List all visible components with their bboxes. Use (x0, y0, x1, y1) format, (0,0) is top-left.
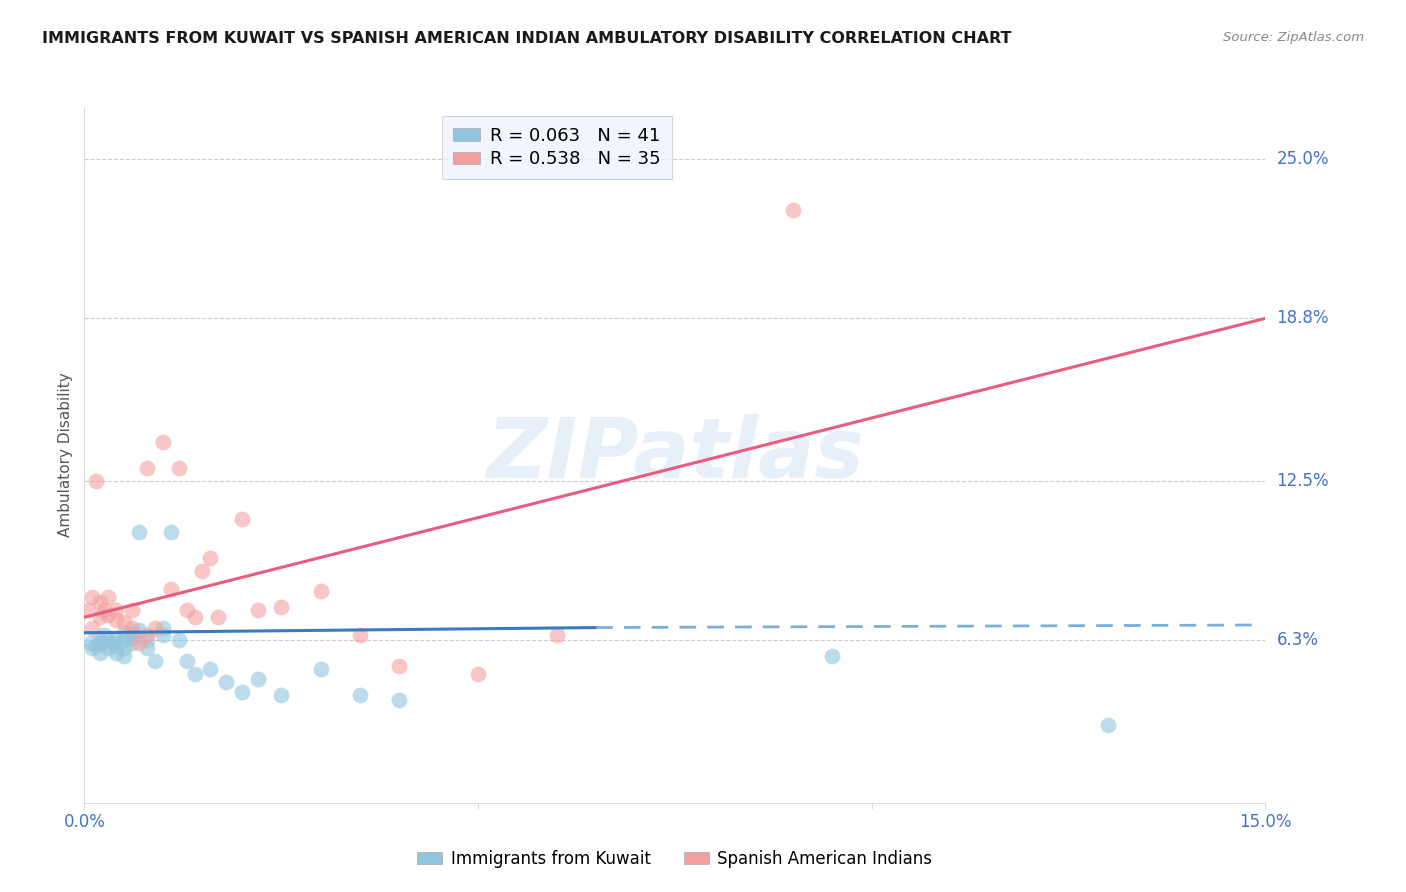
Point (200, 551, 222, 566)
Point (152, 435, 174, 450)
Point (388, 692, 411, 706)
Text: 6.3%: 6.3% (1277, 632, 1319, 649)
Point (136, 628, 159, 642)
Point (112, 615, 135, 630)
Point (97, 641, 120, 656)
Point (167, 633, 190, 648)
Point (388, 659, 411, 673)
Point (309, 584, 332, 599)
Point (112, 633, 135, 648)
Point (246, 672, 269, 686)
Point (128, 623, 150, 637)
Legend: Immigrants from Kuwait, Spanish American Indians: Immigrants from Kuwait, Spanish American… (411, 844, 939, 875)
Text: 12.5%: 12.5% (1277, 472, 1329, 490)
Point (82, 621, 104, 635)
Point (104, 633, 127, 648)
Point (143, 654, 166, 668)
Point (104, 613, 127, 627)
Point (136, 460, 159, 475)
Point (128, 525, 150, 540)
Point (77, 602, 100, 616)
Point (93, 602, 115, 616)
Point (546, 628, 568, 642)
Point (821, 648, 844, 663)
Point (231, 512, 253, 526)
Point (309, 662, 332, 676)
Point (191, 564, 214, 578)
Point (84, 639, 107, 653)
Point (246, 602, 269, 616)
Text: Source: ZipAtlas.com: Source: ZipAtlas.com (1223, 31, 1364, 45)
Text: ZIPatlas: ZIPatlas (486, 415, 863, 495)
Text: 25.0%: 25.0% (1277, 150, 1329, 168)
Point (349, 628, 371, 642)
Point (89, 610, 111, 624)
Text: IMMIGRANTS FROM KUWAIT VS SPANISH AMERICAN INDIAN AMBULATORY DISABILITY CORRELAT: IMMIGRANTS FROM KUWAIT VS SPANISH AMERIC… (42, 31, 1012, 46)
Point (82, 641, 104, 656)
Point (104, 602, 127, 616)
Point (112, 641, 135, 656)
Legend: R = 0.063   N = 41, R = 0.538   N = 35: R = 0.063 N = 41, R = 0.538 N = 35 (441, 116, 672, 179)
Point (84, 474, 107, 488)
Point (143, 621, 166, 635)
Point (104, 639, 127, 653)
Point (270, 688, 292, 702)
Point (467, 667, 489, 681)
Point (782, 203, 804, 218)
Point (167, 460, 190, 475)
Point (82, 590, 104, 604)
Point (176, 602, 198, 616)
Point (89, 595, 111, 609)
Y-axis label: Ambulatory Disability: Ambulatory Disability (58, 373, 73, 537)
Point (121, 621, 143, 635)
Point (183, 610, 205, 624)
Point (101, 636, 124, 650)
Point (160, 582, 183, 596)
Point (1097, 718, 1119, 732)
Point (121, 625, 143, 640)
Point (176, 654, 198, 668)
Point (79, 636, 101, 650)
Point (152, 621, 174, 635)
Point (121, 631, 143, 645)
Point (160, 525, 183, 540)
Point (128, 636, 150, 650)
Point (136, 633, 159, 648)
Point (270, 599, 292, 614)
Text: 18.8%: 18.8% (1277, 310, 1329, 327)
Point (121, 602, 143, 616)
Point (97, 590, 120, 604)
Point (89, 646, 111, 660)
Point (136, 641, 159, 656)
Point (349, 688, 371, 702)
Point (89, 633, 111, 648)
Point (152, 628, 174, 642)
Point (97, 633, 120, 648)
Point (231, 685, 253, 699)
Point (93, 628, 115, 642)
Point (121, 636, 143, 650)
Point (207, 610, 229, 624)
Point (89, 636, 111, 650)
Point (112, 648, 135, 663)
Point (200, 662, 222, 676)
Point (215, 674, 238, 689)
Point (183, 667, 205, 681)
Point (104, 646, 127, 660)
Point (112, 625, 135, 640)
Point (97, 607, 120, 622)
